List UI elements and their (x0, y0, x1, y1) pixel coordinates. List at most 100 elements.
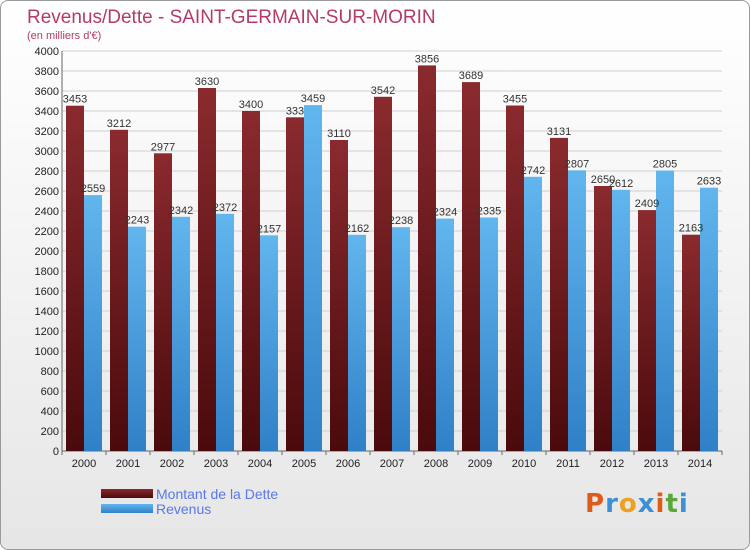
x-tick-label: 2005 (292, 458, 316, 470)
y-tick-label: 400 (41, 406, 59, 418)
value-label-revenus: 2335 (477, 206, 501, 218)
bar-revenus (84, 195, 102, 451)
bar-revenus (568, 170, 586, 452)
value-labels: 3453 2559 3212 2243 2977 2342 3630 2372 3400 2157… (63, 53, 721, 235)
bar-revenus (392, 227, 410, 451)
x-axis-ticks: 2000 2001 2002 2003 2004 2005 2006 2007 2008 2009… (61, 451, 723, 470)
y-tick-label: 0 (53, 446, 59, 458)
x-tick-label: 2012 (600, 458, 624, 470)
y-tick-label: 1400 (35, 306, 59, 318)
chart-title: Revenus/Dette - SAINT-GERMAIN-SUR-MORIN (27, 7, 436, 28)
x-tick-label: 2008 (424, 458, 448, 470)
y-tick-label: 800 (41, 366, 59, 378)
value-label-dette: 3131 (547, 126, 571, 138)
x-tick-label: 2001 (116, 458, 140, 470)
bar-dette (154, 153, 172, 452)
legend-swatch-revenus (101, 504, 153, 513)
bar-revenus (172, 216, 190, 451)
value-label-dette: 3110 (327, 128, 351, 140)
logo-letter: i (655, 489, 666, 519)
value-label-dette: 3542 (371, 85, 395, 97)
x-tick-label: 2004 (248, 458, 272, 470)
bar-dette (462, 82, 480, 451)
bar-dette (330, 140, 348, 451)
logo-letter: o (618, 489, 638, 519)
y-tick-label: 3400 (35, 106, 59, 118)
y-tick-label: 3000 (35, 146, 59, 158)
x-tick-label: 2010 (512, 458, 536, 470)
bar-revenus (348, 234, 366, 451)
bar-revenus (304, 105, 322, 451)
value-label-revenus: 2243 (125, 215, 149, 227)
value-label-revenus: 2372 (213, 202, 237, 214)
value-label-revenus: 2742 (521, 165, 545, 177)
bar-dette (550, 137, 568, 451)
y-tick-label: 1800 (35, 266, 59, 278)
y-tick-label: 1200 (35, 326, 59, 338)
y-tick-label: 2600 (35, 186, 59, 198)
bar-dette (198, 88, 216, 451)
bar-revenus (700, 187, 718, 451)
x-tick-label: 2007 (380, 458, 404, 470)
logo-letter: P (585, 489, 606, 519)
value-label-revenus: 2633 (697, 176, 721, 188)
bar-revenus (480, 217, 498, 451)
bar-dette (638, 210, 656, 451)
value-label-dette: 2977 (151, 141, 175, 153)
value-label-revenus: 2342 (169, 205, 193, 217)
value-label-dette: 3455 (503, 94, 527, 106)
value-label-revenus: 2612 (609, 178, 633, 190)
value-label-dette: 2409 (635, 198, 659, 210)
x-tick-label: 2000 (72, 458, 96, 470)
bars (66, 65, 718, 452)
bar-revenus (612, 189, 630, 452)
value-label-revenus: 2807 (565, 158, 589, 170)
x-tick-label: 2013 (644, 458, 668, 470)
x-tick-label: 2009 (468, 458, 492, 470)
bar-dette (682, 234, 700, 451)
y-tick-label: 4000 (35, 46, 59, 58)
bar-dette (110, 129, 128, 452)
bar-revenus (524, 176, 542, 452)
legend-label-revenus: Revenus (156, 501, 212, 517)
y-tick-label: 1600 (35, 286, 59, 298)
value-label-dette: 3400 (239, 99, 263, 111)
y-axis-ticks: 0 200 400 600 800 1000 1200 1400 1600 1800 2000 220… (35, 46, 59, 458)
value-label-dette: 333 (286, 105, 304, 117)
value-label-dette: 3212 (107, 118, 131, 130)
value-label-revenus: 2162 (345, 223, 369, 235)
x-tick-label: 2011 (556, 458, 580, 470)
chart-subtitle: (en milliers d'€) (27, 30, 102, 42)
value-label-dette: 2650 (591, 174, 615, 186)
value-label-dette: 2163 (679, 223, 703, 235)
y-tick-label: 3200 (35, 126, 59, 138)
x-tick-label: 2014 (688, 458, 712, 470)
legend-label-dette: Montant de la Dette (156, 486, 279, 502)
bar-dette (242, 111, 260, 451)
bar-revenus (216, 213, 234, 451)
logo-letter: t (665, 489, 679, 519)
value-label-revenus: 2157 (257, 223, 281, 235)
y-tick-label: 1000 (35, 346, 59, 358)
bar-revenus (436, 218, 454, 451)
y-tick-label: 3600 (35, 86, 59, 98)
logo-letter: x (637, 489, 656, 519)
y-tick-label: 2800 (35, 166, 59, 178)
y-tick-label: 3800 (35, 66, 59, 78)
y-tick-label: 2200 (35, 226, 59, 238)
value-label-revenus: 2324 (433, 207, 457, 219)
bar-revenus (260, 235, 278, 451)
bar-dette (286, 117, 304, 452)
y-tick-label: 600 (41, 386, 59, 398)
y-tick-label: 200 (41, 426, 59, 438)
y-tick-label: 2000 (35, 246, 59, 258)
bar-dette (374, 96, 392, 452)
bar-dette (66, 105, 84, 451)
bar-dette (418, 65, 436, 452)
logo-letter: i (678, 489, 689, 519)
bar-revenus (656, 170, 674, 451)
logo-letter: r (605, 489, 619, 519)
proxiti-logo: Proxiti (585, 489, 689, 519)
